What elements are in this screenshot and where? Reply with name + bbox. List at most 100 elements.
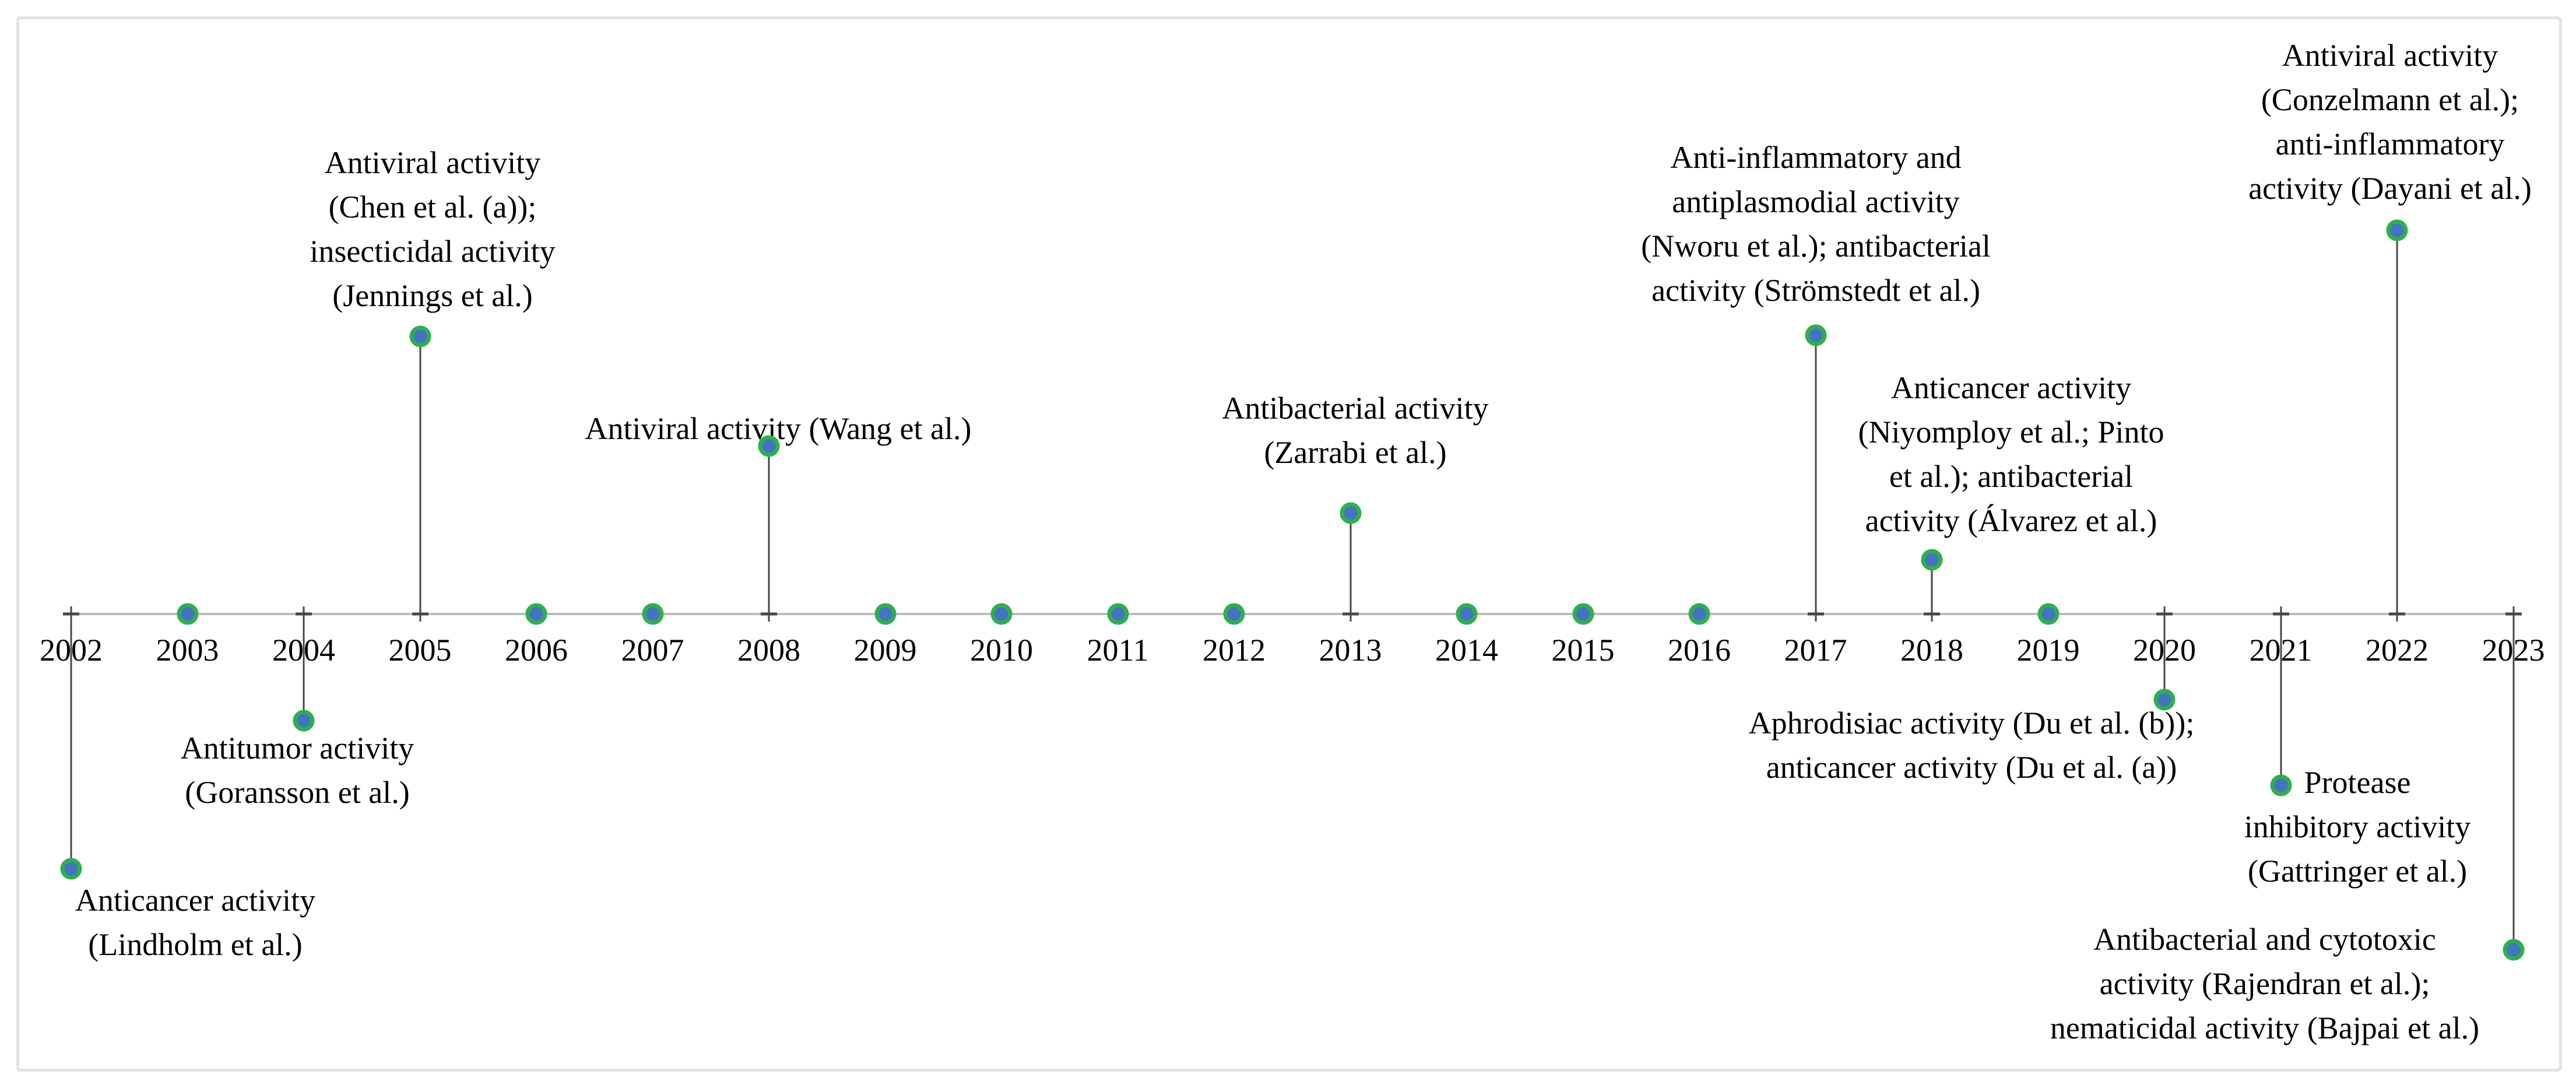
axis-tick-2020 [2156, 612, 2173, 616]
year-label-2022: 2022 [2366, 633, 2429, 668]
stem-2020 [2163, 606, 2166, 700]
event-label-line: insecticidal activity [310, 234, 556, 269]
stem-2005 [419, 336, 421, 622]
year-label-2011: 2011 [1087, 633, 1149, 668]
axis-tick-2004 [296, 612, 312, 616]
event-label-line: (Zarrabi et al.) [1264, 435, 1447, 470]
event-label-line: (Conzelmann et al.); [2261, 82, 2519, 117]
event-marker-2008 [758, 435, 780, 457]
axis-tick-2005 [412, 612, 428, 616]
stem-2008 [768, 446, 770, 622]
stem-2022 [2396, 230, 2398, 622]
event-marker-2018 [1921, 549, 1943, 571]
axis-tick-2022 [2389, 612, 2405, 616]
year-label-2010: 2010 [970, 633, 1033, 668]
event-label-2020: Aphrodisiac activity (Du et al. (b)); ant… [1622, 701, 2321, 789]
event-label-2005: Antiviral activity (Chen et al. (a)); inse… [83, 141, 782, 318]
axis-tick-2002 [63, 612, 79, 616]
event-label-line: anticancer activity (Du et al. (a)) [1766, 750, 2177, 785]
event-marker-2002 [60, 858, 82, 880]
year-label-2003: 2003 [156, 633, 219, 668]
axis-marker-2012 [1223, 603, 1245, 625]
year-label-2015: 2015 [1551, 633, 1615, 668]
event-marker-2004 [293, 710, 315, 732]
year-label-2008: 2008 [737, 633, 800, 668]
axis-tick-2018 [1924, 612, 1940, 616]
event-marker-2017 [1805, 324, 1826, 346]
year-label-2017: 2017 [1784, 633, 1847, 668]
event-label-2021: Protease inhibitory activity (Gattringer e… [2008, 760, 2576, 893]
event-label-line: activity (Álvarez et al.) [1865, 503, 2157, 538]
axis-marker-2016 [1688, 603, 1710, 625]
stem-2017 [1815, 335, 1816, 622]
stem-2021 [2280, 606, 2282, 785]
year-label-2018: 2018 [1900, 633, 1963, 668]
year-label-2007: 2007 [621, 633, 684, 668]
event-label-2004: Antitumor activity (Goransson et al.) [0, 726, 647, 815]
stem-2004 [303, 606, 305, 721]
event-label-line: (Nworu et al.); antibacterial [1641, 229, 1991, 264]
stem-2002 [70, 606, 72, 869]
axis-marker-2007 [642, 603, 663, 625]
event-label-line: activity (Dayani et al.) [2248, 171, 2532, 206]
axis-marker-2015 [1572, 603, 1594, 625]
axis-marker-2006 [525, 603, 547, 625]
year-label-2005: 2005 [388, 633, 452, 668]
event-marker-2013 [1340, 502, 1361, 524]
event-label-line: et al.); antibacterial [1889, 459, 2134, 494]
event-label-line: (Chen et al. (a)); [328, 189, 537, 224]
axis-tick-2017 [1807, 612, 1824, 616]
event-label-2017: Anti-inflammatory and antiplasmodial acti… [1466, 135, 2166, 313]
year-label-2014: 2014 [1435, 633, 1498, 668]
axis-marker-2010 [990, 603, 1013, 625]
axis-tick-2013 [1342, 612, 1359, 616]
event-marker-2020 [2153, 689, 2176, 711]
event-label-line: Antibacterial and cytotoxic [2093, 922, 2436, 957]
event-label-line: (Gattringer et al.) [2247, 854, 2468, 889]
event-label-line: activity (Rajendran et al.); [2099, 966, 2430, 1001]
axis-tick-2008 [761, 612, 777, 616]
x-axis-line [64, 613, 2516, 615]
axis-marker-2014 [1456, 603, 1478, 625]
event-label-line: Anticancer activity [75, 883, 316, 918]
event-label-2002: Anticancer activity (Lindholm et al.) [0, 878, 545, 967]
axis-marker-2019 [2037, 603, 2059, 625]
event-label-line: anti-inflammatory [2275, 127, 2505, 162]
event-label-line: Antitumor activity [180, 731, 414, 766]
event-label-line: (Lindholm et al.) [88, 927, 303, 962]
year-label-2013: 2013 [1319, 633, 1382, 668]
axis-tick-2021 [2272, 612, 2289, 616]
event-marker-2023 [2503, 939, 2524, 961]
event-label-line: Aphrodisiac activity (Du et al. (b)); [1748, 706, 2195, 740]
event-label-line: (Jennings et al.) [332, 278, 533, 313]
year-label-2019: 2019 [2016, 633, 2080, 668]
year-label-2012: 2012 [1203, 633, 1266, 668]
event-label-2013: Antibacterial activity (Zarrabi et al.) [1006, 386, 1705, 475]
event-label-line: Protease [2304, 765, 2411, 800]
year-label-2006: 2006 [505, 633, 568, 668]
event-label-line: activity (Strömstedt et al.) [1651, 273, 1980, 308]
event-label-line: (Goransson et al.) [185, 775, 410, 810]
axis-marker-2011 [1107, 603, 1129, 625]
event-label-line: Anti-inflammatory and [1670, 140, 1962, 175]
year-label-2009: 2009 [853, 633, 917, 668]
stem-2018 [1931, 560, 1933, 622]
event-label-2023: Antibacterial and cytotoxic activity (Raj… [1915, 917, 2576, 1050]
event-label-2022: Antiviral activity (Conzelmann et al.); an… [2040, 33, 2576, 210]
event-label-2018: Anticancer activity (Niyomploy et al.; Pi… [1661, 366, 2361, 543]
event-marker-2022 [2386, 219, 2408, 241]
event-label-line: Antiviral activity [324, 145, 541, 180]
stem-2023 [2512, 606, 2514, 950]
event-label-line: Anticancer activity [1890, 370, 2132, 405]
event-label-line: nematicidal activity (Bajpai et al.) [2050, 1010, 2480, 1045]
event-label-line: antiplasmodial activity [1672, 184, 1960, 219]
axis-tick-2023 [2505, 612, 2522, 616]
event-label-line: inhibitory activity [2244, 809, 2471, 844]
figure-border [16, 16, 2562, 1072]
event-label-line: Antiviral activity [2282, 38, 2498, 73]
year-label-2016: 2016 [1668, 633, 1731, 668]
event-label-line: (Niyomploy et al.; Pinto [1858, 415, 2164, 450]
event-label-line: Antibacterial activity [1222, 391, 1489, 426]
axis-marker-2009 [874, 603, 896, 625]
